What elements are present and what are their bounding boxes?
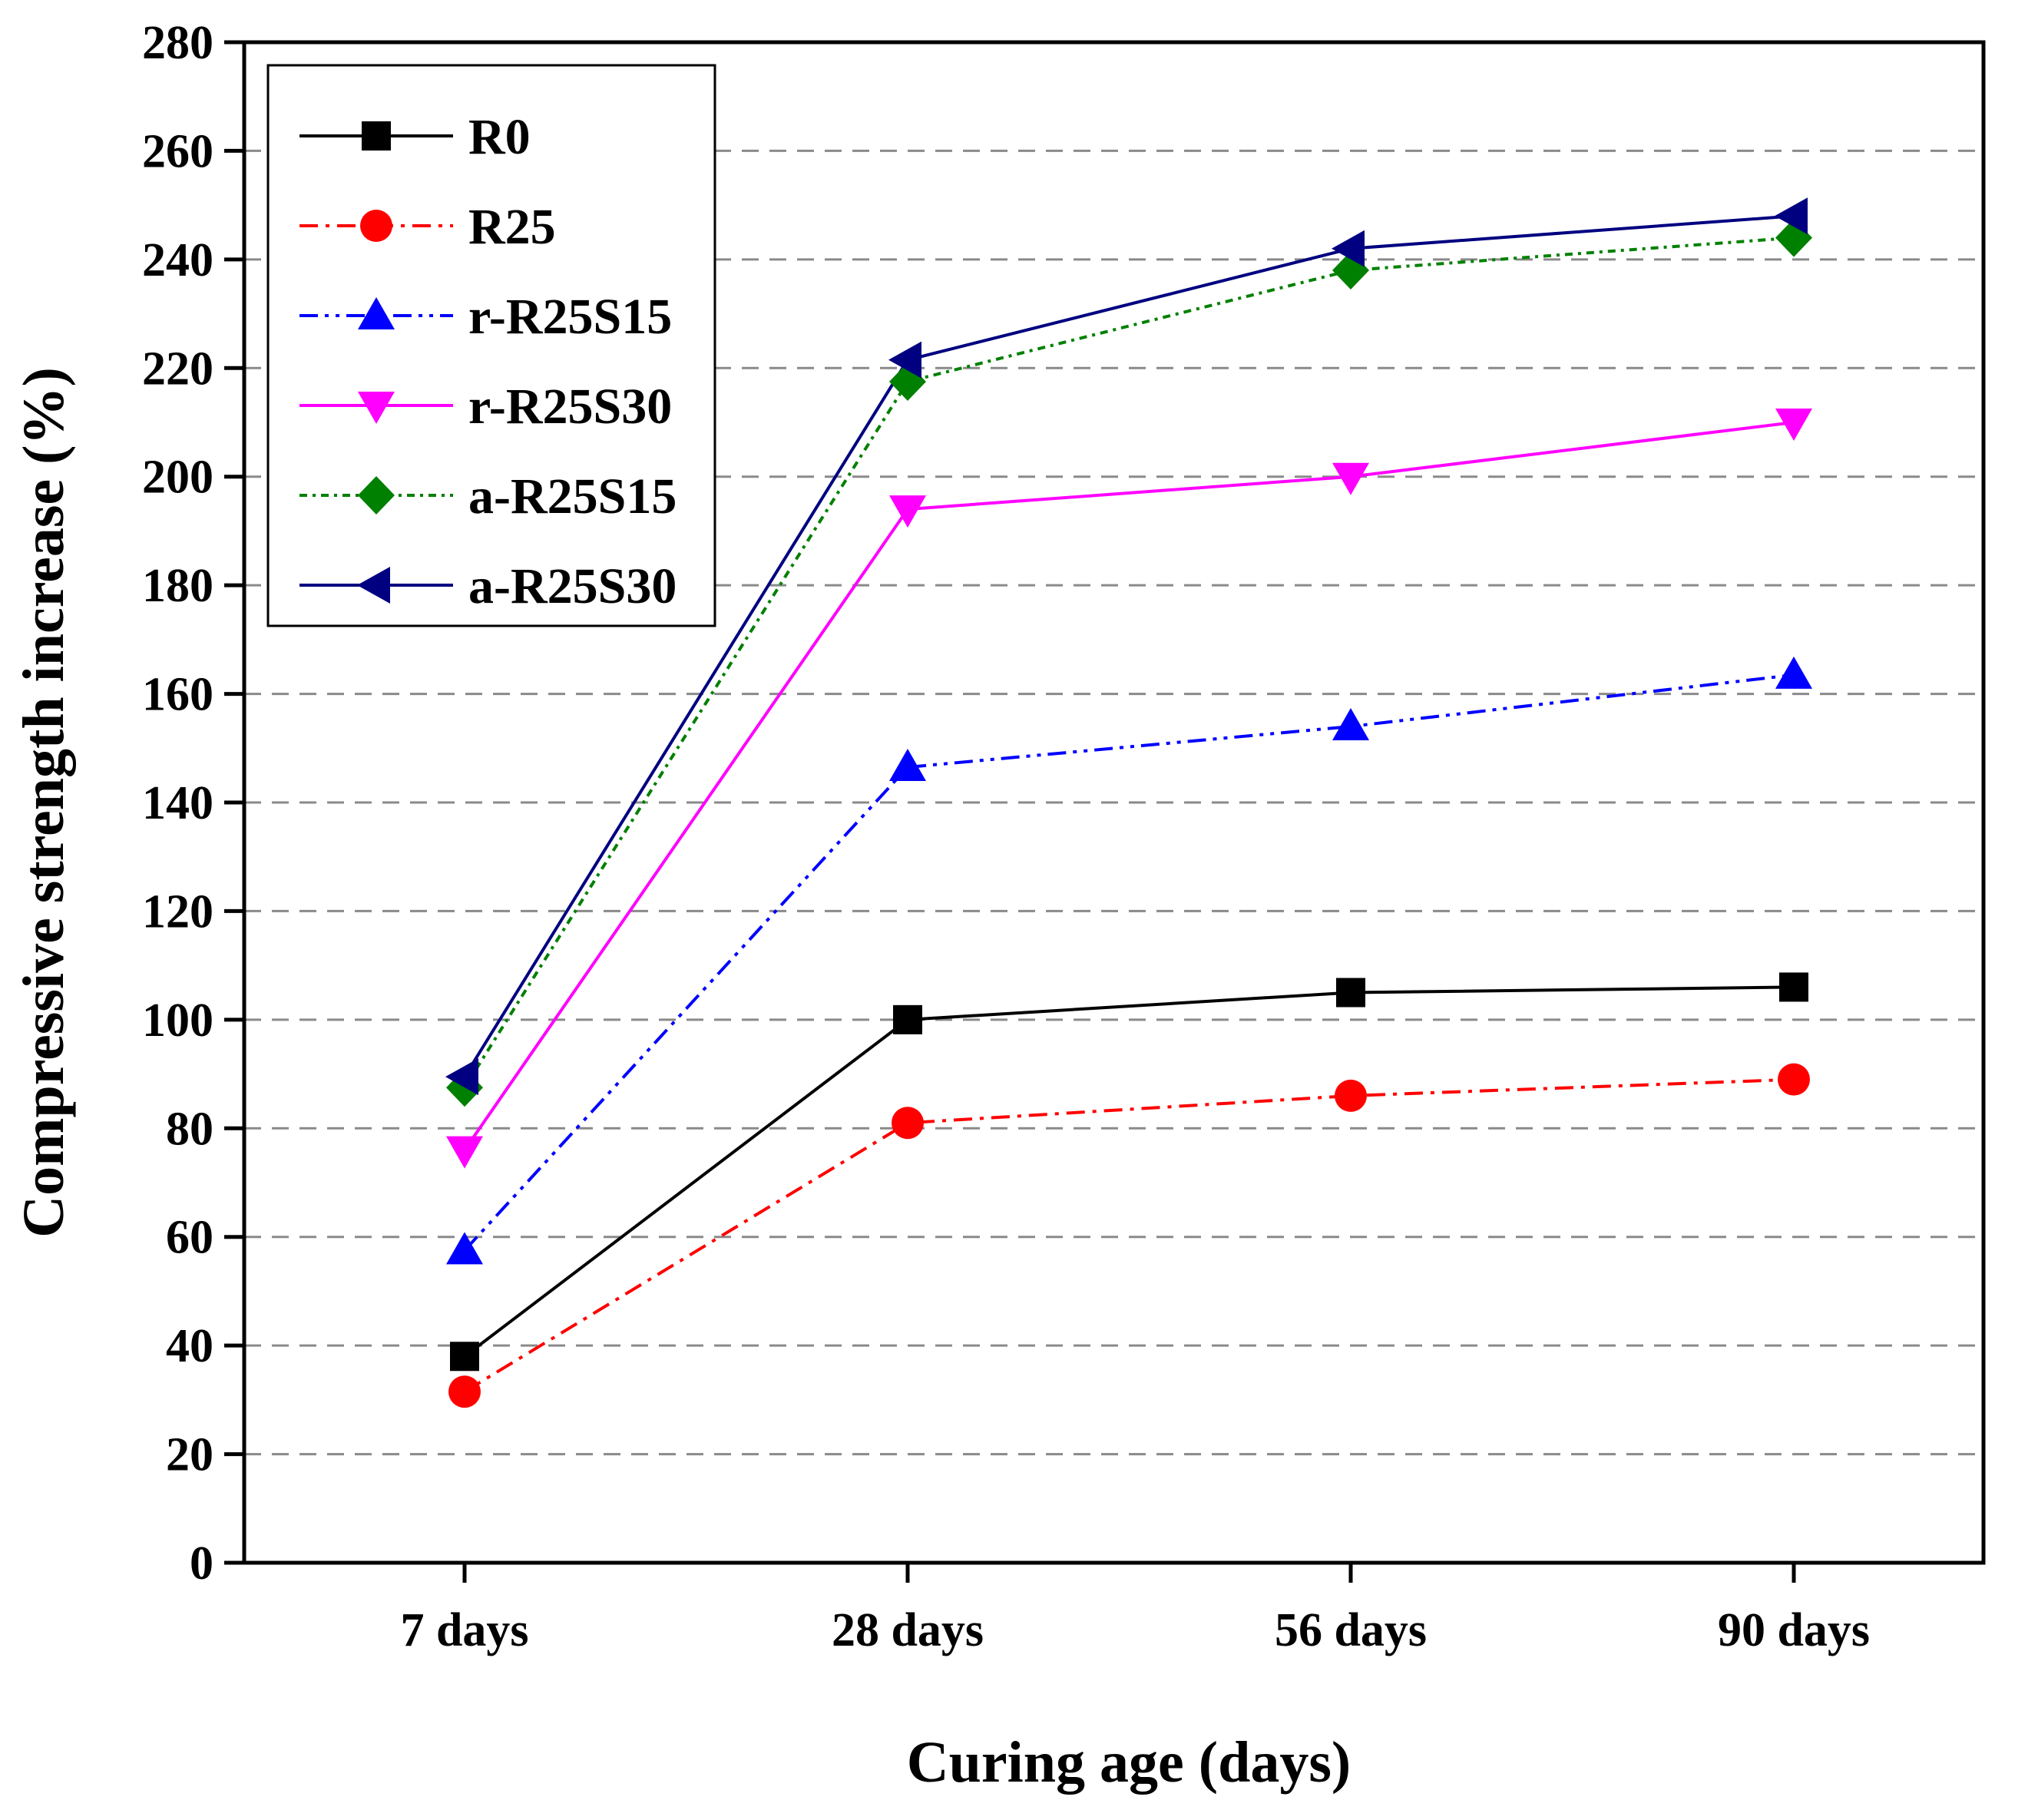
y-tick-label-180: 180 <box>142 560 213 612</box>
legend-label-r-r25s30: r-R25S30 <box>468 379 672 435</box>
legend-box <box>266 64 716 627</box>
point-r0-2 <box>1336 978 1365 1008</box>
y-tick-label-240: 240 <box>142 234 213 286</box>
legend-marker-r0 <box>362 121 391 151</box>
x-axis-title: Curing age (days) <box>907 1730 1351 1795</box>
legend-marker-a-r25s15 <box>358 476 395 515</box>
point-r-r25s15-1 <box>889 749 926 782</box>
point-r25-1 <box>892 1107 924 1140</box>
point-r-r25s30-2 <box>1332 462 1369 495</box>
axes: 0 20 40 60 80 100 120 140 160 180 200 220 240 260 280 7… <box>142 17 1870 1656</box>
legend-label-r0: R0 <box>468 109 531 165</box>
y-tick-label-280: 280 <box>142 17 213 69</box>
legend-label-a-r25s15: a-R25S15 <box>468 468 677 524</box>
series-line-a-r25s15 <box>463 236 1795 1089</box>
point-r-r25s15-2 <box>1332 708 1369 740</box>
y-tick-label-80: 80 <box>166 1103 213 1155</box>
y-tick-label-160: 160 <box>142 669 213 721</box>
y-tick-label-60: 60 <box>166 1212 213 1264</box>
y-tick-label-0: 0 <box>190 1537 213 1590</box>
point-r-r25s15-0 <box>446 1232 483 1265</box>
point-r0-1 <box>893 1004 922 1034</box>
x-tick-label-0: 7 days <box>400 1604 528 1656</box>
point-r0-3 <box>1779 972 1808 1002</box>
series-line-a-r25s30 <box>463 214 1795 1078</box>
series-markers <box>445 197 1812 1408</box>
x-tick-label-3: 90 days <box>1718 1604 1870 1656</box>
series-line-r25 <box>463 1077 1795 1393</box>
point-a-r25s30-0 <box>445 1058 478 1096</box>
y-tick-label-260: 260 <box>142 125 213 177</box>
legend-marker-r-r25s15 <box>358 297 395 329</box>
y-tick-label-140: 140 <box>142 777 213 829</box>
y-tick-label-40: 40 <box>166 1320 213 1372</box>
y-tick-label-20: 20 <box>166 1429 213 1481</box>
series-line-r-r25s30 <box>463 421 1795 1151</box>
legend-label-r25: R25 <box>468 199 556 255</box>
point-r-r25s30-3 <box>1775 409 1812 441</box>
y-tick-label-220: 220 <box>142 342 213 395</box>
legend-label-r-r25s15: r-R25S15 <box>468 289 672 345</box>
series-line-r-r25s15 <box>463 673 1795 1252</box>
point-r-r25s30-1 <box>889 495 926 528</box>
point-r-r25s15-3 <box>1775 656 1812 689</box>
point-r25-0 <box>448 1375 481 1408</box>
point-a-r25s30-3 <box>1775 197 1808 235</box>
y-tick-label-120: 120 <box>142 885 213 938</box>
y-tick-label-100: 100 <box>142 994 213 1047</box>
y-axis-title: Compressive strength increase (%) <box>12 367 76 1238</box>
legend-marker-r25 <box>360 210 392 242</box>
legend-marker-a-r25s30 <box>357 567 390 604</box>
point-r25-2 <box>1335 1079 1367 1112</box>
series-line-r0 <box>463 985 1795 1358</box>
point-a-r25s30-2 <box>1332 230 1365 267</box>
x-tick-label-1: 28 days <box>832 1604 984 1656</box>
legend-marker-r-r25s30 <box>358 392 395 424</box>
y-tick-label-200: 200 <box>142 452 213 504</box>
x-tick-label-2: 56 days <box>1275 1604 1427 1656</box>
legend: R0 R25 r-R25S15 r-R25S30 a-R25S15 a-R25S30 <box>266 64 716 627</box>
point-r25-3 <box>1778 1063 1810 1096</box>
point-r-r25s30-0 <box>446 1136 483 1169</box>
legend-label-a-r25s30: a-R25S30 <box>468 558 677 614</box>
point-r0-0 <box>450 1342 479 1372</box>
point-a-r25s30-1 <box>888 341 921 379</box>
series-lines <box>463 214 1795 1393</box>
